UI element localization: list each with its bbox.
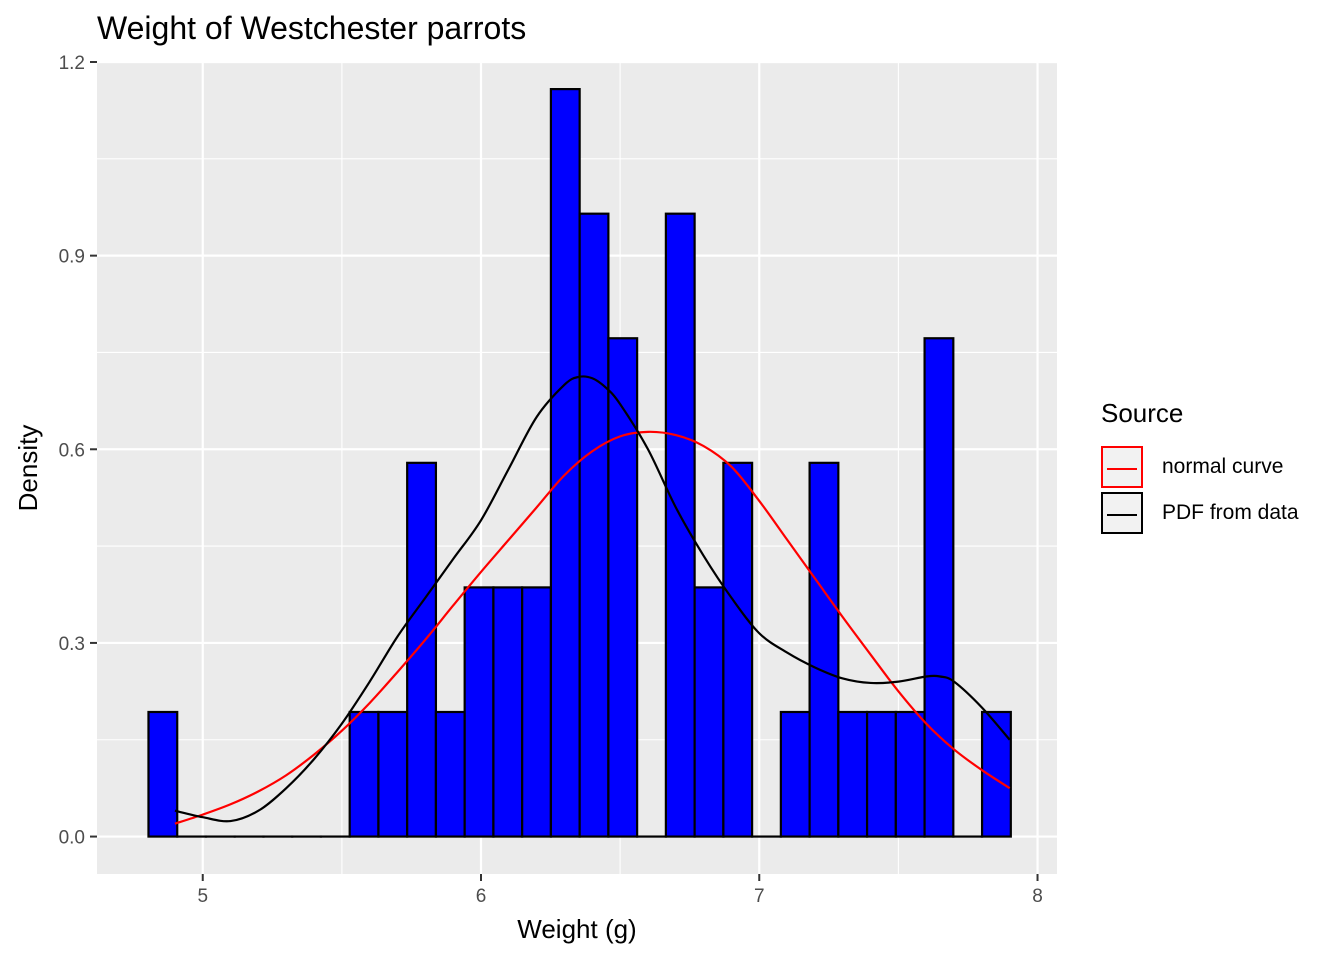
histogram-bar xyxy=(578,212,610,838)
legend-key-pdf-from-data xyxy=(1101,492,1143,534)
histogram-bar xyxy=(837,710,869,838)
histogram-bar xyxy=(607,337,639,838)
histogram-bar xyxy=(722,461,754,838)
y-tick-label: 0.9 xyxy=(59,247,85,268)
legend-title: Source xyxy=(1101,398,1184,428)
histogram-bar xyxy=(549,88,581,838)
y-tick-label: 0.3 xyxy=(59,634,85,655)
y-tick-label: 1.2 xyxy=(59,53,85,74)
histogram-bar xyxy=(808,461,840,838)
x-axis-title: Weight (g) xyxy=(517,914,636,944)
histogram-bar xyxy=(865,710,897,838)
x-axis: 5 6 7 8 xyxy=(197,874,1043,907)
histogram-bar xyxy=(492,586,524,838)
x-tick-label: 6 xyxy=(476,886,487,907)
chart-title: Weight of Westchester parrots xyxy=(97,10,527,46)
histogram-bar xyxy=(377,710,409,838)
histogram-bar xyxy=(463,586,495,838)
x-tick-label: 8 xyxy=(1032,886,1043,907)
histogram-bar xyxy=(894,710,926,838)
y-tick-label: 0.6 xyxy=(59,440,85,461)
x-tick-label: 7 xyxy=(754,886,765,907)
legend-key-normal-curve xyxy=(1101,446,1143,488)
histogram-bar xyxy=(693,586,725,838)
series-line-normal-curve xyxy=(174,430,1011,825)
histogram-bar xyxy=(521,586,552,838)
histogram-bar xyxy=(348,710,380,838)
series-line-pdf-from-data xyxy=(174,375,1011,823)
histogram-bar xyxy=(434,710,466,838)
histogram-bar xyxy=(406,461,438,838)
histogram-bar xyxy=(923,337,955,838)
x-tick-label: 5 xyxy=(197,886,208,907)
legend-item-normal-curve: normal curve xyxy=(1101,446,1341,490)
histogram-bar xyxy=(664,212,696,838)
y-tick-label: 0.0 xyxy=(59,828,85,849)
density-curves xyxy=(174,375,1011,825)
histogram-bar xyxy=(779,710,811,838)
histogram-bar xyxy=(147,710,179,838)
y-axis-title: Density xyxy=(13,425,43,512)
y-axis: 0.0 0.3 0.6 0.9 1.2 xyxy=(59,53,97,849)
legend-line-normal-curve xyxy=(1107,468,1137,470)
legend-label-normal-curve: normal curve xyxy=(1162,455,1284,478)
legend-line-pdf-from-data xyxy=(1107,514,1137,516)
histogram-bars xyxy=(147,88,1012,838)
legend-label-pdf-from-data: PDF from data xyxy=(1162,501,1299,524)
legend-item-pdf-from-data: PDF from data xyxy=(1101,492,1341,536)
